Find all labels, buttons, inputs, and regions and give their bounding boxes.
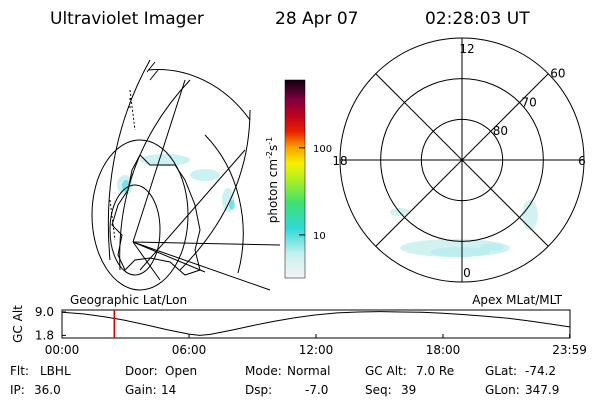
lat-ring [420, 118, 504, 202]
field-value: 39 [401, 383, 416, 397]
field-value: 347.9 [525, 383, 559, 397]
mlt-label: 12 [459, 42, 474, 56]
field-value: 7.0 Re [416, 364, 454, 378]
time: 02:28:03 UT [425, 9, 530, 29]
grid-line [461, 73, 549, 161]
field-value: LBHL [40, 364, 71, 378]
x-tick-label: 18:00 [426, 343, 461, 357]
field-value: 14 [161, 383, 176, 397]
field-value: -74.2 [525, 364, 556, 378]
colorbar-ticks: 10 100 [299, 144, 332, 242]
plot-frame [61, 309, 571, 339]
lat-ring [380, 78, 544, 242]
date: 28 Apr 07 [275, 9, 358, 29]
lat-label: 80 [493, 124, 508, 138]
tick-label: 10 [313, 231, 326, 242]
lat-label: 60 [550, 67, 565, 81]
x-tick-label: 00:00 [45, 343, 80, 357]
x-tick-label: 12:00 [299, 343, 334, 357]
title: Ultraviolet Imager [50, 9, 204, 29]
field-label: Flt: [10, 364, 29, 378]
y-tick-label: 9.0 [35, 305, 54, 319]
lat-ring [339, 37, 585, 283]
field-label: IP: [10, 383, 25, 397]
footer: Flt: LBHL Door: Open Mode: Normal GC Alt: 7.0 R… [10, 364, 559, 397]
unit: s [266, 145, 280, 151]
left-label: Geographic Lat/Lon [70, 293, 187, 307]
field-label: GLat: [485, 364, 517, 378]
grid-line [375, 73, 463, 161]
field-value: 36.0 [34, 383, 61, 397]
colorbar-label: photon cm-2s-1 [265, 137, 280, 224]
field-label: Mode: [245, 364, 282, 378]
exponent: -1 [265, 137, 274, 145]
geographic-map [91, 59, 281, 291]
grid-line [461, 159, 549, 247]
field-label: Dsp: [245, 383, 272, 397]
y-tick-label: 1.8 [35, 328, 54, 342]
field-label: GLon: [485, 383, 520, 397]
tick-label: 100 [313, 144, 332, 155]
field-value: -7.0 [305, 383, 328, 397]
exponent: -2 [265, 151, 274, 159]
y-axis-label: GC Alt [11, 305, 25, 343]
grid-line [375, 159, 463, 247]
field-value: Normal [287, 364, 330, 378]
field-label: Door: [125, 364, 158, 378]
mlt-label: 18 [332, 154, 347, 168]
colorbar [284, 79, 306, 279]
field-label: GC Alt: [365, 364, 407, 378]
field-value: Open [165, 364, 197, 378]
altitude-line [61, 311, 570, 336]
x-tick-label: 06:00 [172, 343, 207, 357]
field-label: Gain: [125, 383, 157, 397]
altitude-plot: 00:00 06:00 12:00 18:00 23:59 9.0 1.8 [35, 305, 587, 357]
unit: photon cm [266, 159, 280, 223]
x-tick-label: 23:59 [552, 343, 587, 357]
lat-label: 70 [522, 95, 537, 109]
right-label: Apex MLat/MLT [472, 293, 562, 307]
mlt-label: 6 [578, 154, 586, 168]
field-label: Seq: [365, 383, 392, 397]
mlt-label: 0 [463, 266, 471, 280]
